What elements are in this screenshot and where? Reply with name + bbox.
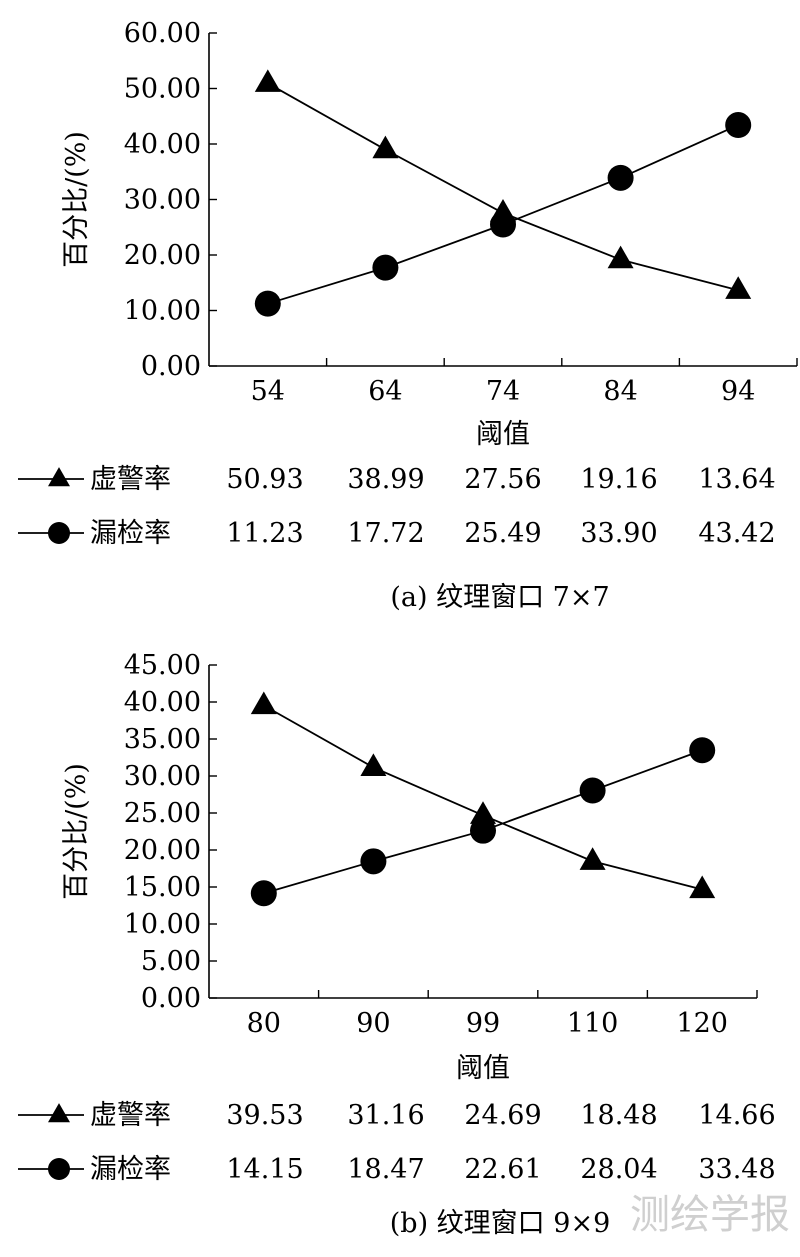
series-1-point [470,801,496,824]
y-tick-label: 5.00 [141,946,201,977]
data-label: 18.47 [347,1154,424,1185]
series-1-point [360,753,387,777]
data-label: 25.49 [464,518,541,549]
y-tick-label: 20.00 [124,240,201,271]
data-label: 18.48 [580,1100,657,1131]
x-tick-label: 90 [356,1008,390,1039]
y-axis-label: 百分比/(%) [61,131,92,268]
y-tick-label: 40.00 [124,687,201,718]
data-label: 33.48 [698,1154,775,1185]
series-2-point [725,112,752,139]
data-label: 31.16 [347,1100,424,1131]
y-tick-label: 50.00 [124,74,201,105]
x-axis-label: 阈值 [456,1053,510,1084]
chart-caption: (a) 纹理窗口 7×7 [390,582,609,613]
x-tick-label: 54 [251,376,285,407]
data-label: 13.64 [698,464,775,495]
series-line-1 [263,704,703,891]
data-label: 39.53 [226,1100,303,1131]
legend-label: 漏检率 [90,518,171,549]
legend-marker [48,467,70,487]
y-tick-label: 25.00 [124,798,201,829]
series-2-point [689,737,716,764]
y-tick-label: 40.00 [124,129,201,160]
data-label: 14.66 [698,1100,775,1131]
y-axis-label: 百分比/(%) [61,763,92,900]
series-2-point [360,848,387,875]
series-1-point [250,691,277,715]
series-1-point [372,135,399,159]
data-label: 24.69 [464,1100,541,1131]
x-tick-label: 120 [676,1008,728,1039]
y-tick-label: 45.00 [124,650,201,681]
legend-marker [48,522,70,544]
legend-label: 虚警率 [90,1100,171,1131]
data-label: 50.93 [226,464,303,495]
y-tick-label: 15.00 [124,872,201,903]
series-2-point [250,880,277,907]
y-tick-label: 10.00 [124,909,201,940]
x-tick-label: 99 [466,1008,500,1039]
data-label: 27.56 [464,464,541,495]
data-label: 38.99 [347,464,424,495]
data-label: 33.90 [580,518,657,549]
x-tick-label: 94 [721,376,755,407]
legend-label: 漏检率 [90,1154,171,1185]
series-1-point [254,69,281,92]
series-2-point [254,290,281,317]
y-tick-label: 0.00 [141,983,201,1014]
legend-label: 虚警率 [90,464,171,495]
data-label: 11.23 [226,518,303,549]
y-tick-label: 30.00 [124,185,201,216]
legend-marker [48,1158,70,1180]
series-2-point [607,164,634,191]
x-tick-label: 80 [247,1008,281,1039]
y-tick-label: 0.00 [141,351,201,382]
y-tick-label: 35.00 [124,724,201,755]
series-1-point [725,276,752,299]
y-tick-label: 10.00 [124,296,201,327]
series-1-point [689,875,716,899]
x-tick-label: 110 [567,1008,619,1039]
series-line-1 [267,82,739,292]
x-axis-label: 阈值 [476,419,530,450]
x-tick-label: 64 [368,376,402,407]
data-label: 14.15 [226,1154,303,1185]
data-label: 19.16 [580,464,657,495]
series-1-point [579,847,606,870]
data-label: 28.04 [580,1154,657,1185]
series-2-point [490,211,516,238]
legend-marker [48,1103,70,1123]
data-label: 43.42 [698,518,775,549]
x-tick-label: 74 [486,376,520,407]
series-2-point [579,777,606,804]
watermark: 测绘学报 [630,1192,790,1238]
chart-caption: (b) 纹理窗口 9×9 [390,1208,611,1239]
series-1-point [607,245,634,269]
x-tick-label: 84 [603,376,637,407]
data-label: 17.72 [347,518,424,549]
data-label: 22.61 [464,1154,541,1185]
y-tick-label: 20.00 [124,835,201,866]
series-2-point [372,254,399,281]
y-tick-label: 30.00 [124,761,201,792]
y-tick-label: 60.00 [124,18,201,49]
series-2-point [470,817,496,844]
